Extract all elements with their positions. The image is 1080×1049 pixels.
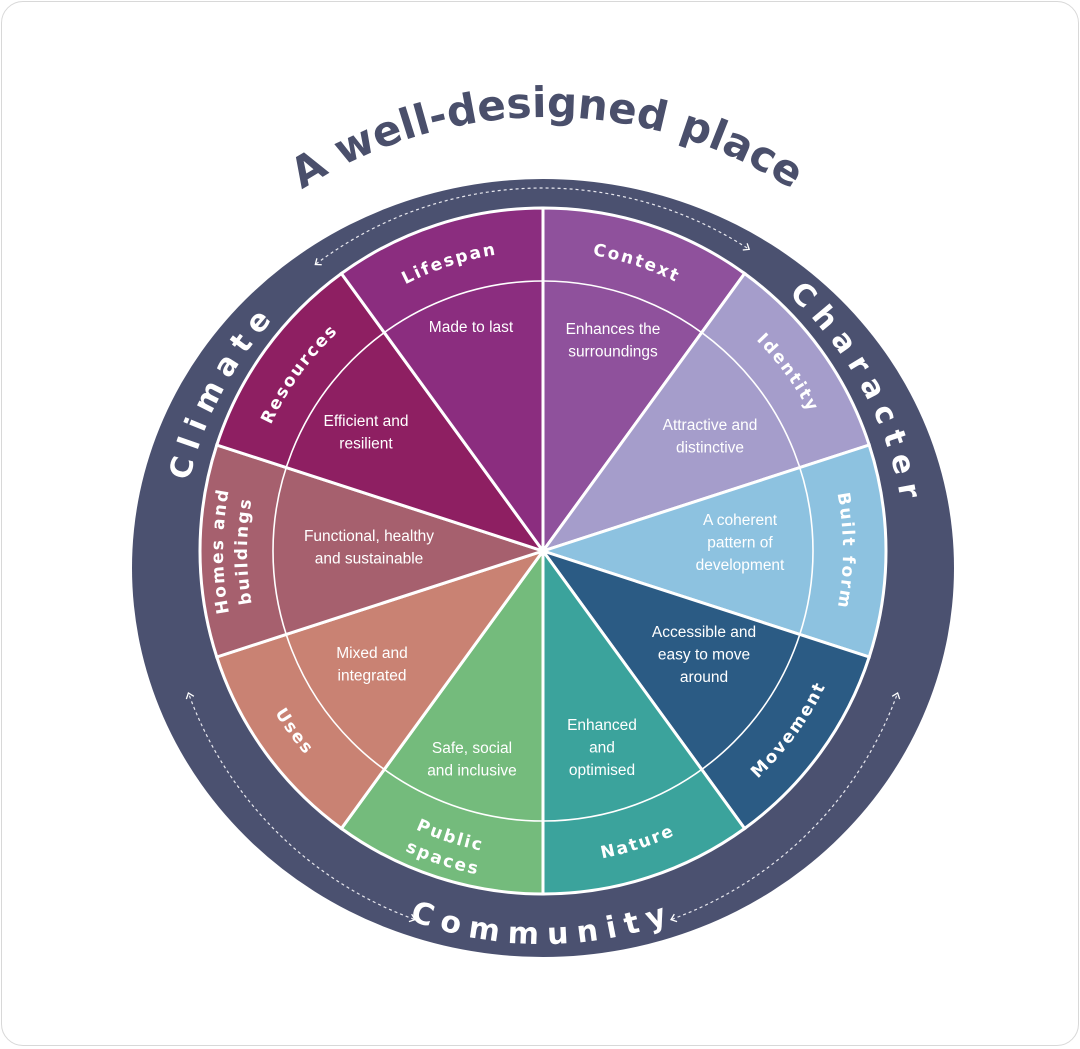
sector-description: Made to last <box>429 319 514 336</box>
sector-nature <box>541 546 747 896</box>
sector-resources <box>214 271 547 554</box>
sector-lifespan <box>339 206 545 556</box>
sector-description: Enhanced and optimised <box>567 717 637 779</box>
sector-movement <box>539 548 872 831</box>
sector-identity <box>539 271 872 554</box>
dashed-arrow-0 <box>314 187 751 266</box>
sector-uses <box>214 548 547 831</box>
sector-description: Enhances the surroundings <box>566 321 661 361</box>
sector-description: Safe, social and inclusive <box>427 740 517 780</box>
sector-homes-and-buildings <box>198 443 548 659</box>
sector-name-homes-and-buildings: Homes and <box>208 486 234 615</box>
sector-description: Accessible and easy to move around <box>652 624 756 686</box>
dashed-arrow-1 <box>185 692 416 923</box>
sector-public-spaces <box>339 546 545 896</box>
sector-name-built-form: Built form <box>833 491 858 611</box>
inner-circle <box>272 280 814 822</box>
sector-description: Attractive and distinctive <box>663 417 758 457</box>
sector-description: A coherent pattern of development <box>696 512 785 574</box>
sector-description: Efficient and resilient <box>323 413 408 453</box>
sector-description: Mixed and integrated <box>336 645 408 685</box>
sector-context <box>541 206 747 556</box>
sector-built-form <box>538 443 888 659</box>
dashed-arrow-2 <box>670 692 901 923</box>
sector-description: Functional, healthy and sustainable <box>304 528 434 568</box>
